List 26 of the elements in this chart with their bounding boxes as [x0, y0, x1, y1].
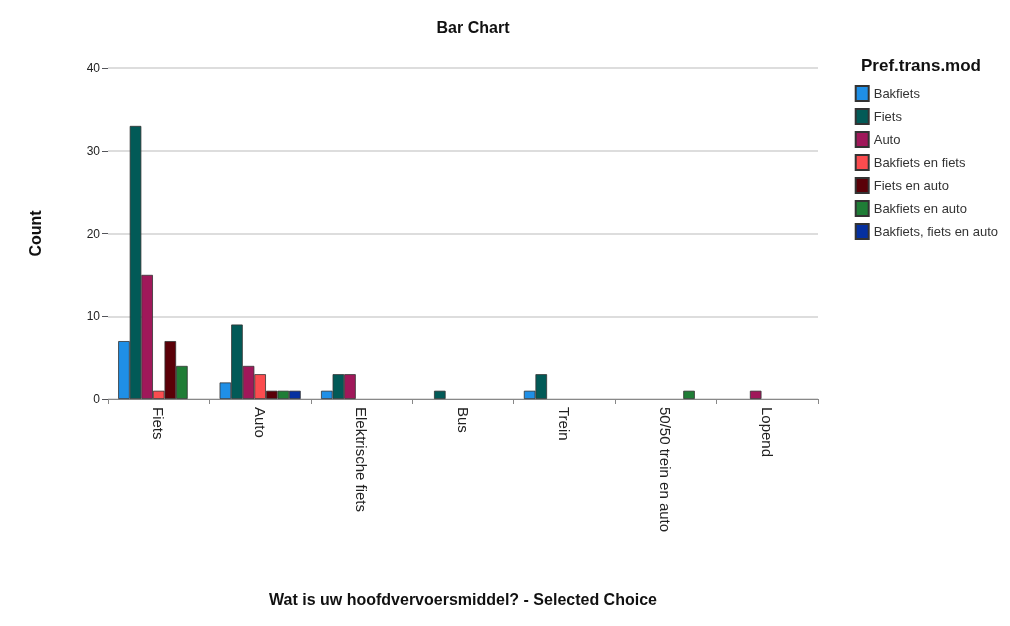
- bar: [749, 390, 762, 399]
- x-tick-label: Lopend: [758, 407, 776, 458]
- legend-label: Bakfiets: [873, 86, 921, 101]
- x-tick-label: Fiets: [150, 407, 168, 440]
- y-tick-label: 20: [86, 226, 101, 241]
- legend-label: Bakfiets en fiets: [873, 155, 966, 170]
- legend-label: Fiets en auto: [873, 178, 949, 193]
- x-tick-label: Trein: [555, 407, 573, 441]
- chart-title: Bar Chart: [436, 18, 511, 36]
- legend-label: Bakfiets, fiets en auto: [873, 224, 998, 239]
- x-tick-label: Auto: [251, 407, 269, 438]
- legend-label: Bakfiets en auto: [873, 201, 967, 216]
- x-tick-label: 50/50 trein en auto: [657, 407, 675, 533]
- legend-label: Fiets: [873, 109, 903, 124]
- legend-label: Auto: [873, 132, 901, 147]
- legend-title: Pref.trans.mod: [861, 56, 982, 75]
- y-tick-label: 40: [86, 61, 101, 75]
- x-tick-label: Bus: [454, 407, 472, 433]
- bar: [434, 390, 446, 399]
- x-tick-label: Elektrische fiets: [353, 407, 371, 513]
- bar: [683, 390, 695, 399]
- y-axis-title: Count: [26, 209, 44, 257]
- y-tick-label: 10: [86, 309, 101, 324]
- y-tick-label: 0: [93, 392, 101, 406]
- y-tick-label: 30: [86, 143, 101, 158]
- x-axis-title: Wat is uw hoofdvervoersmiddel? - Selected Choice: [269, 590, 658, 608]
